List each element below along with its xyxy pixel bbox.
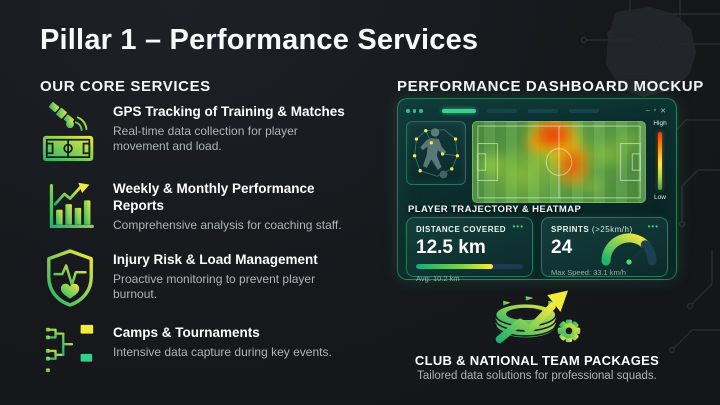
minimize-icon[interactable]: –: [645, 107, 652, 114]
sprints-label: SPRINTS: [551, 225, 590, 234]
sprints-label-threshold: (>25km/h): [591, 225, 633, 234]
service-title: Weekly & Monthly Performance Reports: [113, 181, 315, 213]
scale-high-label: High: [653, 120, 667, 127]
scale-low-label: Low: [654, 193, 666, 201]
titlebar-dot: [419, 109, 423, 113]
distance-progress-fill: [416, 264, 494, 269]
page-title: Pillar 1 – Performance Services: [40, 24, 479, 56]
dashboard-main-row: High Low PLAYER TRAJECTORY & HEATMAP: [406, 120, 668, 215]
stats-row: DISTANCE COVERED ••• 12.5 km Avg: 10.2 k…: [406, 217, 668, 283]
pitch-markings: [477, 125, 641, 199]
service-desc: Real-time data collection for player mov…: [113, 123, 298, 154]
scale-gradient-bar: [658, 132, 662, 190]
pitch-heatmap-panel: [472, 121, 646, 203]
active-tab-pill: [441, 109, 476, 113]
service-item-reports: Weekly & Monthly Performance Reports Com…: [40, 177, 370, 235]
satellite-pitch-icon: [40, 100, 100, 164]
bar-chart-growth-icon: [40, 177, 100, 235]
tab-pill: [568, 109, 599, 113]
service-item-gps: GPS Tracking of Training & Matches Real-…: [40, 100, 370, 164]
service-desc: Comprehensive analysis for coaching staf…: [113, 217, 342, 232]
tournament-bracket-flags-icon: [40, 321, 100, 379]
heat-scale: High Low: [652, 120, 668, 201]
stadium-growth-gear-icon: [494, 290, 581, 344]
dashboard-titlebar: – ▫ ✕: [406, 105, 668, 117]
heatmap-caption: PLAYER TRAJECTORY & HEATMAP: [408, 204, 582, 215]
dashboard-window: – ▫ ✕: [397, 98, 677, 283]
core-services-heading: OUR CORE SERVICES: [40, 78, 211, 95]
service-item-injury: Injury Risk & Load Management Proactive …: [40, 248, 370, 308]
titlebar-dot: [406, 109, 410, 113]
shield-heartbeat-icon: [40, 248, 100, 308]
dashboard-mockup-heading: PERFORMANCE DASHBOARD MOCKUP: [397, 78, 704, 95]
distance-average: Avg: 10.2 km: [416, 274, 460, 283]
package-title: CLUB & NATIONAL TEAM PACKAGES: [414, 353, 660, 368]
service-title: Injury Risk & Load Management: [113, 252, 318, 267]
close-icon[interactable]: ✕: [660, 108, 668, 115]
service-desc: Proactive monitoring to prevent player b…: [113, 271, 316, 302]
speed-gauge: [601, 233, 657, 267]
package-desc: Tailored data solutions for professional…: [417, 370, 657, 382]
player-trajectory-panel: [406, 121, 466, 185]
player-silhouette-graphic: [412, 128, 460, 179]
card-menu-icon[interactable]: •••: [647, 222, 659, 231]
sprints-card: SPRINTS (>25km/h) ••• 24 Max Speed: 33.1…: [541, 217, 668, 277]
distance-value: 12.5 km: [416, 237, 486, 258]
service-item-camps: Camps & Tournaments Intensive data captu…: [40, 321, 370, 379]
club-packages-block: CLUB & NATIONAL TEAM PACKAGES Tailored d…: [397, 282, 677, 382]
tab-pill: [527, 109, 558, 113]
titlebar-dot: [412, 109, 416, 113]
service-desc: Intensive data capture during key events…: [113, 344, 332, 359]
sprints-value: 24: [551, 237, 573, 258]
card-menu-icon[interactable]: •••: [512, 222, 524, 231]
service-title: Camps & Tournaments: [113, 325, 260, 340]
service-title: GPS Tracking of Training & Matches: [113, 104, 345, 119]
distance-covered-card: DISTANCE COVERED ••• 12.5 km Avg: 10.2 k…: [406, 217, 533, 283]
distance-progress-bar: [416, 264, 523, 269]
distance-label: DISTANCE COVERED: [416, 225, 507, 234]
services-list: GPS Tracking of Training & Matches Real-…: [40, 100, 370, 379]
max-speed: Max Speed: 33.1 km/h: [551, 268, 627, 277]
tab-pill: [486, 109, 517, 113]
maximize-icon[interactable]: ▫: [653, 107, 659, 114]
